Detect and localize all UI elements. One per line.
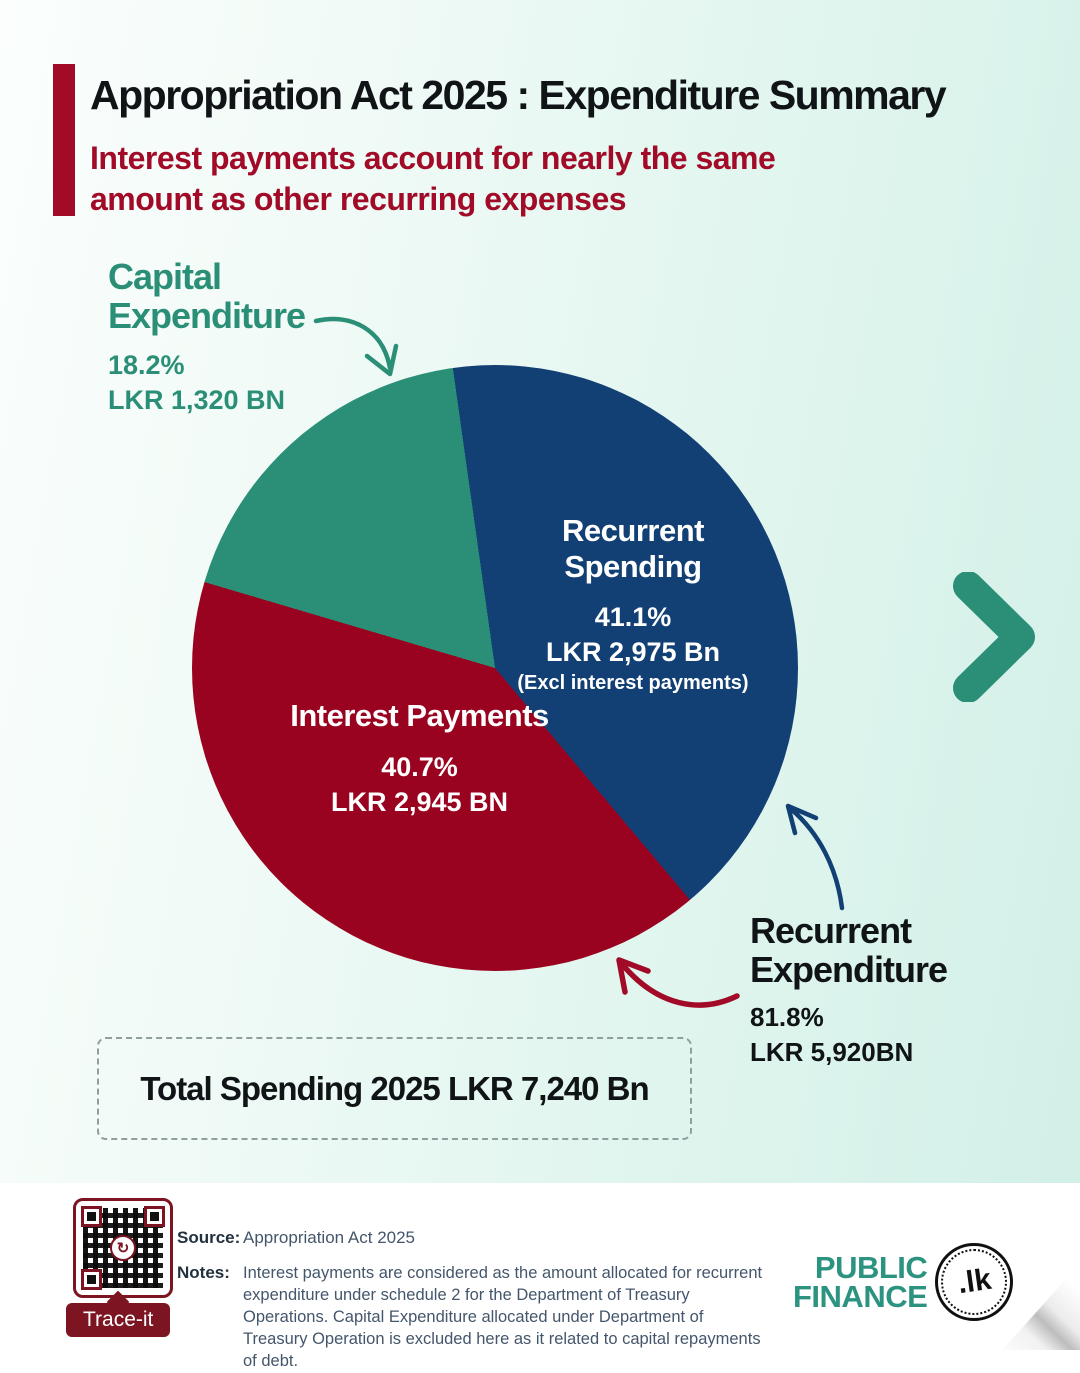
accent-bar [53,64,75,216]
callout-amount: LKR 1,320 BN [108,384,286,415]
logo-line1: PUBLIC [814,1249,928,1285]
qr-finder-icon [144,1206,165,1227]
callout-title: Capital Expenditure [108,256,306,336]
callout-title: Recurrent Expenditure [750,910,948,990]
qr-center-refresh-icon: ↻ [110,1235,136,1261]
chevron-right-icon[interactable] [948,572,1043,702]
slice-amount: LKR 2,975 Bn [545,637,721,668]
qr-finder-icon [81,1206,102,1227]
source-label: Source: [177,1228,241,1247]
pie-chart: Recurrent Spending 41.1% LKR 2,975 Bn (E… [192,365,798,971]
slice-name: Interest Payments [290,698,549,733]
slice-label-interest-payments: Interest Payments 40.7% LKR 2,945 BN [287,698,552,818]
callout-percent: 18.2% [108,349,185,380]
logo-wordmark: PUBLIC FINANCE [793,1249,928,1314]
lk-badge-icon: .lk [935,1243,1014,1321]
callout-capital-expenditure: Capital Expenditure 18.2% LKR 1,320 BN [108,256,343,416]
page-subtitle: Interest payments account for nearly the… [90,140,776,217]
slice-note: (Excl interest payments) [517,672,749,695]
slice-percent: 40.7% [381,751,458,782]
slice-amount: LKR 2,945 BN [330,786,509,817]
publicfinance-logo: PUBLIC FINANCE .lk [793,1243,1014,1321]
qr-code: ↻ [73,1198,173,1298]
slice-name: Recurrent Spending [562,513,704,584]
slice-label-recurrent-spending: Recurrent Spending 41.1% LKR 2,975 Bn (E… [513,513,753,695]
qr-finder-icon [81,1269,102,1290]
callout-percent: 81.8% [750,1001,824,1032]
source-value: Appropriation Act 2025 [243,1228,416,1247]
logo-line2: FINANCE [793,1279,928,1314]
qr-pattern: ↻ [81,1206,165,1290]
slice-percent: 41.1% [594,602,672,633]
trace-it-badge: Trace-it [66,1303,171,1337]
callout-recurrent-expenditure: Recurrent Expenditure 81.8% LKR 5,920BN [750,910,1010,1068]
total-spending-text: Total Spending 2025 LKR 7,240 Bn [140,1069,649,1107]
total-spending-box: Total Spending 2025 LKR 7,240 Bn [97,1037,692,1140]
page-title: Appropriation Act 2025 : Expenditure Sum… [90,72,947,118]
lk-badge-text: .lk [955,1262,994,1301]
notes-value: Interest payments are considered as the … [243,1264,763,1370]
notes-label: Notes: [177,1263,230,1282]
callout-amount: LKR 5,920BN [750,1036,914,1067]
